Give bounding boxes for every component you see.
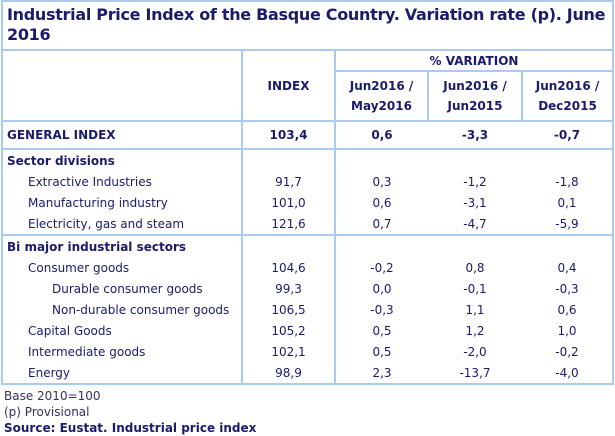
variation-value: 0,8 — [465, 260, 485, 275]
footnote-source: Source: Eustat. Industrial price index — [4, 421, 257, 435]
variation-value: -3,1 — [463, 195, 487, 210]
row-label: Energy — [1, 362, 243, 385]
table-row: Energy 98,9 2,3 -13,7 -4,0 — [1, 362, 614, 385]
variation-value: 2,3 — [334, 362, 428, 385]
header-col-3: Jun2016 /Dec2015 — [521, 71, 614, 122]
section-title: Sector divisions — [1, 149, 243, 171]
row-label: GENERAL INDEX — [1, 121, 243, 150]
variation-value: 1,0 — [522, 320, 614, 341]
table-row: Non-durable consumer goods 106,5 -0,3 1,… — [1, 299, 614, 320]
index-value: 121,6 — [241, 213, 336, 236]
variation-value: -4,7 — [428, 213, 522, 236]
row-label: Extractive Industries — [1, 171, 243, 192]
section-header-row: Sector divisions — [1, 149, 614, 171]
empty-cell — [241, 235, 336, 257]
variation-value: 1,1 — [465, 302, 485, 317]
variation-value: 0,0 — [334, 278, 428, 299]
table-title: Industrial Price Index of the Basque Cou… — [1, 0, 614, 51]
variation-value: 0,5 — [334, 320, 428, 341]
variation-value: -1,8 — [522, 171, 614, 192]
empty-cell — [522, 149, 614, 171]
footnote-provisional: (p) Provisional — [4, 405, 90, 419]
row-label: Intermediate goods — [1, 341, 243, 362]
variation-value: -1,2 — [463, 174, 487, 189]
variation-value: 0,5 — [334, 341, 428, 362]
index-value: 102,1 — [241, 341, 336, 362]
row-label: Electricity, gas and steam — [1, 213, 243, 236]
empty-cell — [522, 235, 614, 257]
variation-value: -13,7 — [428, 362, 522, 385]
variation-value: -0,1 — [463, 281, 487, 296]
index-value: 104,6 — [241, 257, 336, 278]
variation-value: 0,6 — [334, 121, 428, 150]
variation-value: -0,3 — [522, 278, 614, 299]
variation-value: 0,6 — [522, 299, 614, 320]
table-row: Electricity, gas and steam 121,6 0,7 -4,… — [1, 213, 614, 236]
header-col-2: Jun2016 /Jun2015 — [427, 71, 523, 122]
empty-cell — [334, 149, 428, 171]
footnote-base: Base 2010=100 — [4, 389, 101, 403]
header-variation: % VARIATION — [334, 50, 614, 72]
table-row: Capital Goods 105,2 0,5 1,2 1,0 — [1, 320, 614, 341]
index-value: 103,4 — [241, 121, 336, 150]
variation-value: -3,3 — [428, 121, 522, 150]
index-value: 105,2 — [241, 320, 336, 341]
header-col-1: Jun2016 /May2016 — [334, 71, 429, 122]
variation-value: 1,2 — [465, 323, 485, 338]
footnotes: Base 2010=100 (p) Provisional Source: Eu… — [1, 385, 615, 436]
variation-value: 0,7 — [334, 213, 428, 236]
empty-cell — [428, 149, 522, 171]
variation-value: 0,3 — [334, 171, 428, 192]
table-row: Manufacturing industry 101,0 0,6 -3,1 0,… — [1, 192, 614, 213]
empty-cell — [241, 149, 336, 171]
variation-value: 0,1 — [522, 192, 614, 213]
general-index-row: GENERAL INDEX 103,4 0,6 -3,3 -0,7 — [1, 121, 614, 150]
row-label: Capital Goods — [1, 320, 243, 341]
table-row: Consumer goods 104,6 -0,2 0,8 0,4 — [1, 257, 614, 278]
variation-value: 0,4 — [522, 257, 614, 278]
index-value: 91,7 — [241, 171, 336, 192]
table-row: Extractive Industries 91,7 0,3 -1,2 -1,8 — [1, 171, 614, 192]
section-header-row: Bi major industrial sectors — [1, 235, 614, 257]
section-title: Bi major industrial sectors — [1, 235, 243, 257]
price-index-table: Industrial Price Index of the Basque Cou… — [1, 0, 614, 385]
empty-cell — [334, 235, 428, 257]
variation-value: -0,2 — [522, 341, 614, 362]
variation-value: -0,2 — [334, 257, 428, 278]
variation-value: -0,7 — [522, 121, 614, 150]
variation-value: -4,0 — [522, 362, 614, 385]
variation-value: 0,6 — [334, 192, 428, 213]
row-label: Manufacturing industry — [1, 192, 243, 213]
variation-value: -0,3 — [334, 299, 428, 320]
index-value: 101,0 — [241, 192, 336, 213]
header-index: INDEX — [241, 50, 336, 122]
index-value: 106,5 — [241, 299, 336, 320]
index-value: 99,3 — [241, 278, 336, 299]
row-label: Durable consumer goods — [1, 278, 243, 299]
variation-value: -2,0 — [463, 344, 487, 359]
empty-cell — [428, 235, 522, 257]
variation-value: -5,9 — [522, 213, 614, 236]
header-blank — [1, 50, 243, 122]
row-label: Non-durable consumer goods — [1, 299, 243, 320]
row-label: Consumer goods — [1, 257, 243, 278]
table-row: Intermediate goods 102,1 0,5 -2,0 -0,2 — [1, 341, 614, 362]
table-row: Durable consumer goods 99,3 0,0 -0,1 -0,… — [1, 278, 614, 299]
index-value: 98,9 — [241, 362, 336, 385]
